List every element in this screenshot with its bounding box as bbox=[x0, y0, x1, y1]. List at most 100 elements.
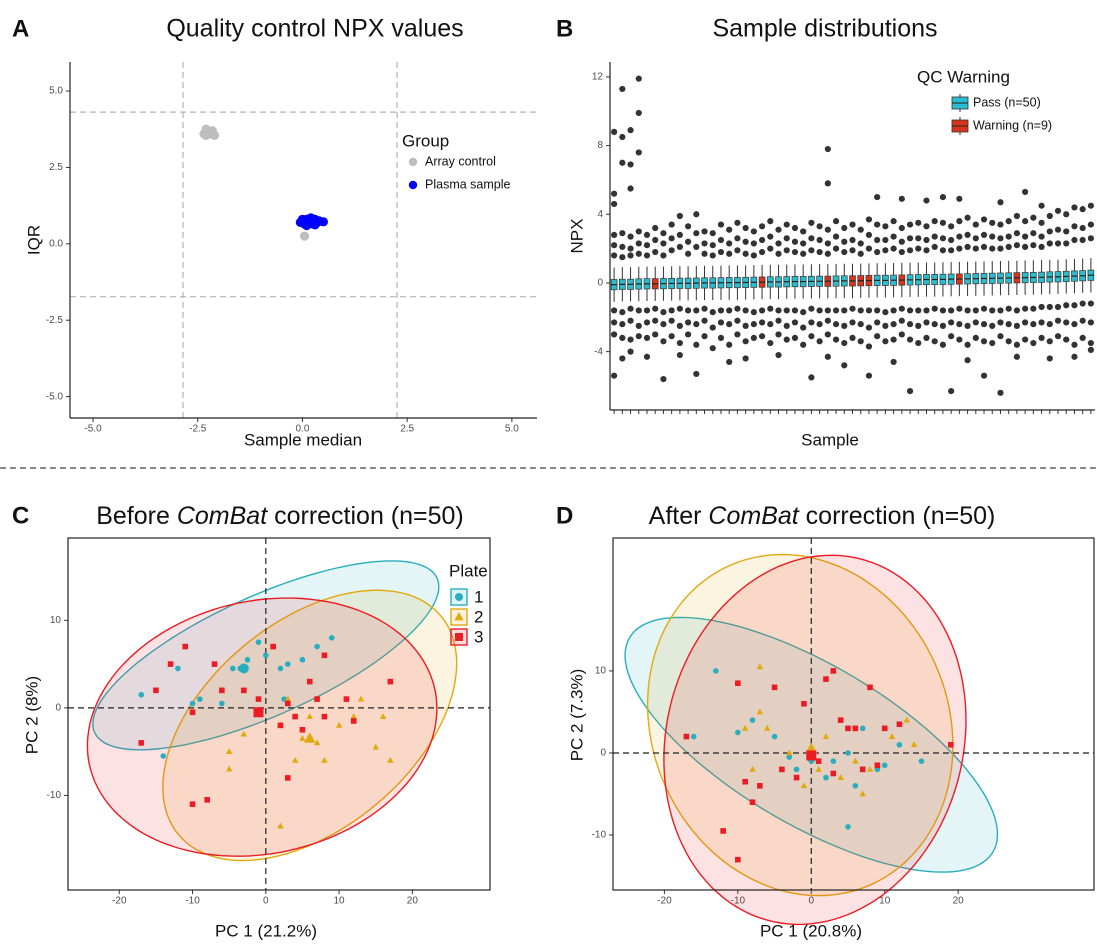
outlier bbox=[627, 245, 634, 252]
outlier bbox=[701, 240, 708, 247]
outlier bbox=[989, 245, 996, 252]
y-tick-label: 10 bbox=[595, 666, 607, 677]
outlier bbox=[1054, 303, 1062, 311]
outlier bbox=[939, 341, 947, 348]
y-tick-label: 2.5 bbox=[49, 162, 63, 173]
outlier bbox=[808, 235, 815, 242]
marker bbox=[830, 758, 837, 764]
outlier bbox=[915, 245, 922, 252]
legend-marker bbox=[408, 157, 418, 167]
outlier bbox=[693, 321, 700, 328]
outlier bbox=[734, 317, 741, 324]
outlier bbox=[684, 238, 692, 245]
y-tick-label: 0 bbox=[600, 748, 606, 759]
outlier bbox=[997, 307, 1004, 314]
outlier bbox=[956, 305, 963, 312]
outlier bbox=[1030, 230, 1037, 237]
outlier bbox=[742, 322, 749, 329]
outlier bbox=[717, 236, 725, 244]
marker bbox=[321, 713, 328, 720]
outlier bbox=[915, 219, 922, 226]
outlier bbox=[635, 75, 642, 82]
marker bbox=[321, 756, 328, 763]
outlier bbox=[767, 233, 774, 240]
outlier bbox=[611, 190, 618, 197]
outlier bbox=[824, 317, 831, 324]
marker bbox=[299, 231, 310, 241]
outlier bbox=[742, 355, 749, 362]
outlier bbox=[1005, 218, 1012, 225]
outlier bbox=[693, 341, 700, 348]
outlier bbox=[939, 307, 947, 314]
marker bbox=[277, 665, 284, 672]
outlier bbox=[1054, 317, 1062, 324]
outlier bbox=[874, 221, 881, 228]
outlier bbox=[832, 307, 840, 314]
legend-marker bbox=[408, 180, 418, 190]
outlier bbox=[1063, 319, 1070, 326]
outlier bbox=[865, 307, 873, 314]
outlier bbox=[611, 331, 618, 338]
x-tick-label: 10 bbox=[334, 896, 346, 907]
outlier bbox=[709, 324, 716, 331]
outlier bbox=[964, 307, 971, 314]
marker bbox=[350, 718, 357, 724]
outlier bbox=[619, 230, 626, 237]
marker bbox=[357, 695, 365, 702]
plot-frame bbox=[67, 537, 491, 891]
marker bbox=[874, 762, 881, 769]
marker bbox=[683, 733, 690, 740]
marker bbox=[299, 735, 306, 741]
outlier bbox=[800, 341, 807, 348]
outlier bbox=[857, 338, 864, 345]
y-tick-label: -2.5 bbox=[46, 315, 64, 326]
outlier bbox=[1079, 300, 1086, 307]
marker bbox=[793, 766, 800, 773]
y-axis-title: PC 2 (8%) bbox=[22, 676, 41, 754]
outlier bbox=[619, 355, 626, 362]
outlier bbox=[611, 252, 618, 259]
outlier bbox=[956, 321, 963, 328]
outlier bbox=[1038, 303, 1045, 311]
x-axis-title: PC 1 (20.8%) bbox=[760, 921, 862, 940]
outlier bbox=[693, 307, 700, 314]
marker bbox=[153, 687, 159, 694]
outlier bbox=[693, 211, 700, 218]
outlier bbox=[964, 243, 971, 251]
outlier bbox=[841, 362, 848, 369]
marker bbox=[735, 856, 741, 863]
legend-title: Group bbox=[402, 131, 449, 150]
outlier bbox=[980, 243, 988, 251]
marker bbox=[771, 684, 778, 691]
outlier bbox=[1046, 228, 1053, 235]
outlier bbox=[676, 339, 683, 347]
title-part: Before bbox=[96, 502, 177, 530]
outlier bbox=[660, 240, 667, 247]
outlier bbox=[775, 331, 782, 338]
y-tick-label: 0.0 bbox=[49, 238, 63, 249]
outlier bbox=[684, 250, 692, 257]
outlier bbox=[1030, 305, 1037, 312]
outlier bbox=[1071, 204, 1078, 211]
outlier bbox=[660, 309, 667, 316]
legend-label: 3 bbox=[474, 627, 483, 646]
marker bbox=[948, 741, 954, 748]
y-tick-label: 12 bbox=[592, 72, 604, 83]
outlier bbox=[865, 245, 873, 252]
outlier bbox=[841, 307, 848, 314]
outlier bbox=[948, 223, 955, 230]
outlier bbox=[619, 243, 626, 251]
marker bbox=[830, 668, 837, 674]
marker bbox=[793, 774, 800, 781]
marker bbox=[277, 822, 284, 829]
y-tick-label: 0 bbox=[597, 278, 603, 289]
outlier bbox=[816, 307, 823, 314]
outlier bbox=[824, 331, 831, 338]
marker bbox=[845, 750, 851, 756]
legend-marker bbox=[454, 612, 464, 621]
outlier bbox=[627, 185, 634, 192]
marker bbox=[852, 757, 859, 764]
outlier bbox=[693, 230, 700, 237]
outlier bbox=[948, 319, 955, 326]
outlier bbox=[816, 338, 823, 345]
